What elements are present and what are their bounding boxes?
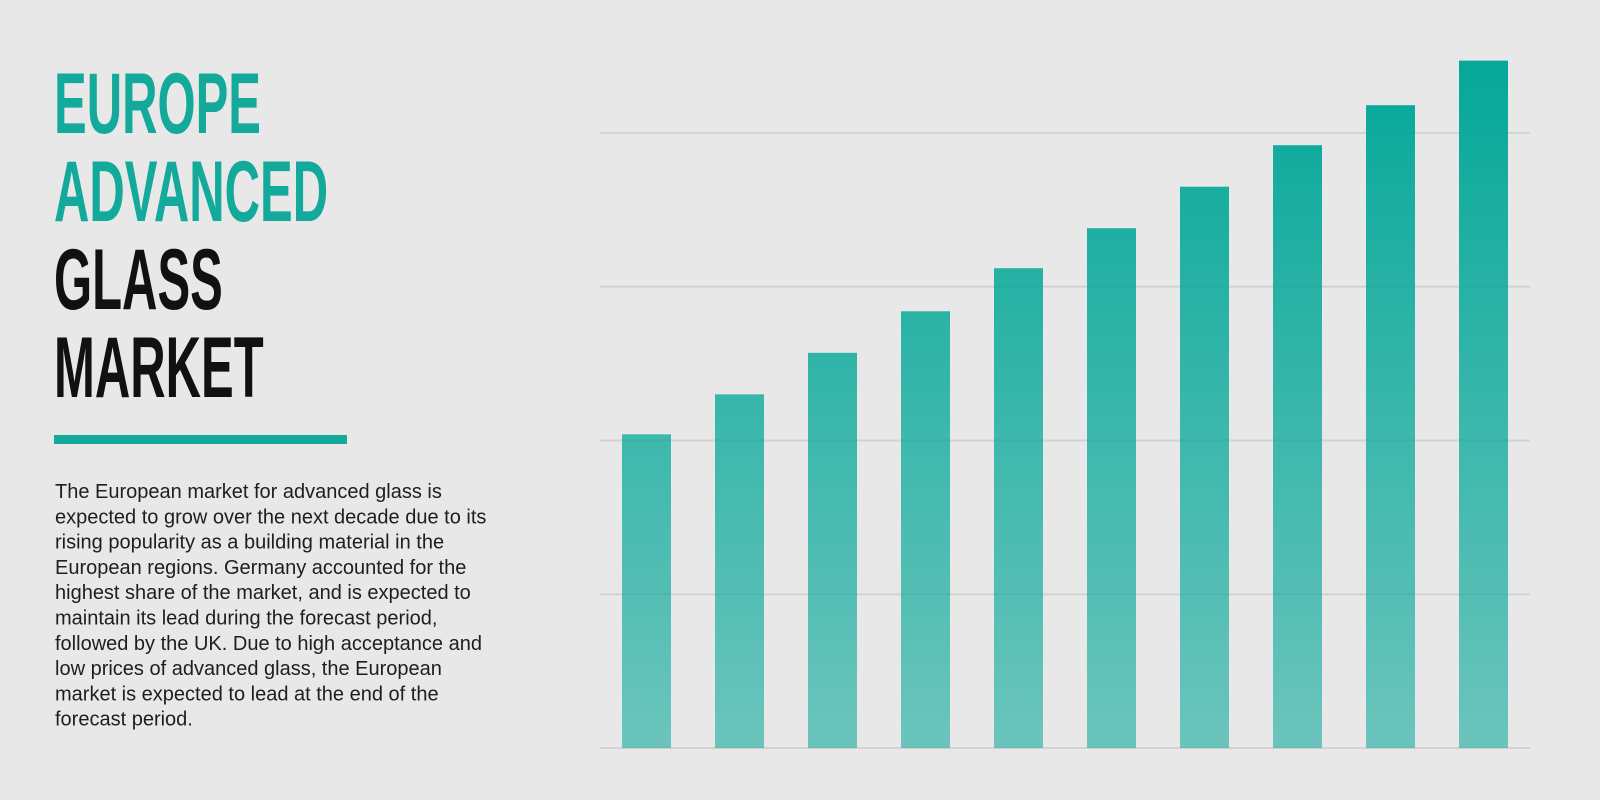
description-line: highest share of the market, and is expe… (55, 582, 471, 604)
description-line: rising popularity as a building material… (55, 532, 444, 554)
description-line: The European market for advanced glass i… (55, 481, 442, 503)
description-line: forecast period. (55, 709, 193, 731)
description-line: expected to grow over the next decade du… (55, 506, 486, 528)
bar (622, 434, 671, 748)
title-line: GLASS (54, 232, 223, 328)
accent-bar (54, 435, 347, 444)
bar (901, 311, 950, 748)
title-line: ADVANCED (54, 144, 328, 240)
bar (1273, 145, 1322, 749)
description-line: maintain its lead during the forecast pe… (55, 608, 437, 630)
description-line: low prices of advanced glass, the Europe… (55, 658, 442, 680)
description-line: market is expected to lead at the end of… (55, 683, 439, 705)
description-line: European regions. Germany accounted for … (55, 557, 466, 579)
title-line: MARKET (54, 320, 264, 416)
bar (1459, 60, 1508, 748)
bar (1180, 186, 1229, 748)
title-line: EUROPE (54, 56, 261, 152)
bar (808, 352, 857, 748)
bar (1366, 105, 1415, 749)
bar (1087, 228, 1136, 749)
description-line: followed by the UK. Due to high acceptan… (55, 633, 482, 655)
bar (994, 268, 1043, 748)
bar (715, 394, 764, 748)
